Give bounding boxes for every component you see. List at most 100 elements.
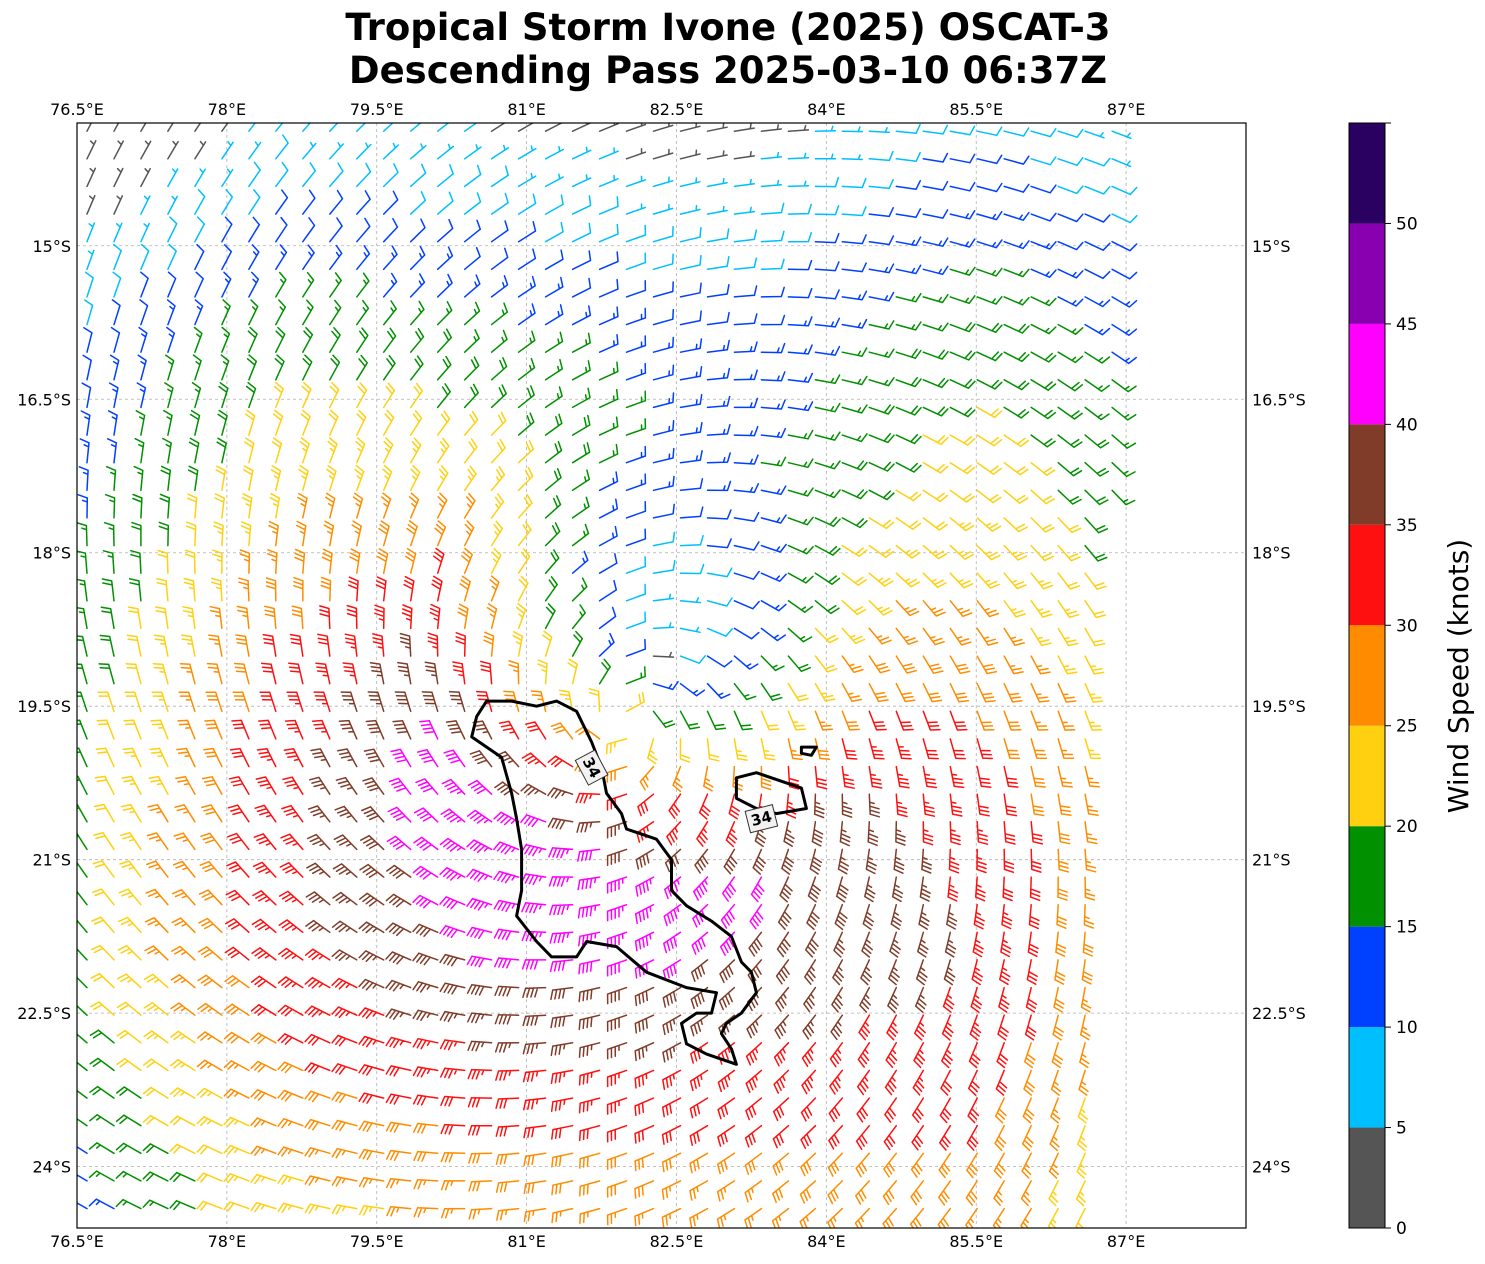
wind-barb [351, 520, 362, 547]
wind-barb [77, 1061, 88, 1072]
wind-barb [382, 354, 396, 381]
wind-barb [841, 177, 867, 189]
wind-barb [1029, 876, 1041, 902]
wind-barb [517, 385, 535, 409]
wind-barb [895, 793, 908, 818]
wind-barb [858, 1014, 871, 1041]
wind-barb [814, 710, 834, 731]
wind-barb [976, 572, 1000, 589]
wind-barb [436, 301, 453, 326]
wind-barb [760, 230, 785, 243]
wind-barb [275, 326, 286, 353]
wind-barb [606, 959, 628, 977]
wind-barb [949, 821, 961, 846]
wind-barb [1077, 1097, 1088, 1124]
wind-barb [223, 1201, 250, 1212]
wind-barb [466, 897, 493, 911]
wind-barb [922, 434, 949, 446]
wind-barb [186, 493, 198, 519]
wind-barb [922, 293, 949, 304]
wind-barb [102, 550, 115, 574]
wind-barb [841, 262, 867, 273]
wind-barb [386, 1206, 412, 1217]
wind-barb [436, 123, 450, 132]
wind-barb [976, 126, 1003, 137]
wind-barb [363, 748, 385, 768]
wind-barb [245, 409, 256, 436]
wind-barb [1057, 489, 1082, 505]
wind-barb [922, 738, 939, 760]
wind-barb [490, 329, 508, 353]
wind-barb [304, 1090, 331, 1103]
wind-barb [246, 354, 258, 381]
wind-barb [1084, 655, 1105, 675]
wind-barb [577, 876, 601, 891]
wind-barb [854, 1207, 871, 1228]
wind-barb [240, 521, 252, 547]
wind-barb [841, 234, 867, 245]
wind-barb [679, 366, 703, 381]
wind-barb [805, 931, 819, 958]
wind-barb [884, 1069, 898, 1096]
wind-barb [733, 655, 759, 670]
colorbar-tick-label: 40 [1396, 415, 1418, 435]
wind-barb [147, 804, 169, 823]
wind-barb [415, 778, 439, 795]
wind-barb [772, 1097, 790, 1122]
wind-barb [490, 520, 504, 547]
wind-barb [327, 437, 338, 464]
wind-barb [77, 522, 88, 547]
wind-barb [122, 747, 142, 768]
wind-barb [949, 710, 968, 731]
wind-barb [830, 1014, 844, 1041]
wind-barb [949, 378, 976, 389]
wind-barb [625, 224, 647, 243]
wind-barb [807, 876, 821, 903]
wind-barb [133, 465, 144, 492]
wind-barb [333, 834, 358, 851]
wind-barb [1084, 379, 1110, 392]
wind-barb [635, 876, 655, 897]
wind-barb [248, 141, 262, 160]
wind-barb [412, 865, 439, 880]
wind-barb [679, 204, 701, 215]
wind-barb [517, 193, 537, 215]
wind-barb [1022, 1097, 1035, 1124]
wind-barb [199, 860, 223, 878]
wind-barb [112, 271, 122, 298]
wind-barb [760, 151, 783, 160]
wind-barb [165, 354, 175, 381]
wind-barb [1030, 461, 1056, 476]
wind-barb [397, 661, 412, 685]
wind-barb [606, 1207, 628, 1226]
wind-barb [466, 809, 493, 824]
wind-barb [760, 514, 787, 524]
wind-barb [184, 549, 196, 574]
wind-barb [895, 348, 922, 359]
wind-barb [716, 1152, 736, 1175]
wind-barb [598, 147, 619, 160]
wind-barb [385, 1065, 412, 1077]
wind-barb [652, 651, 675, 658]
wind-barb [606, 793, 628, 811]
wind-barb [841, 682, 863, 702]
wind-barb [1003, 848, 1015, 874]
wind-barb [868, 627, 892, 645]
wind-barb [360, 834, 385, 851]
wind-barb [358, 978, 385, 991]
wind-barb [311, 719, 331, 740]
wind-barb [302, 141, 317, 160]
wind-barb [571, 174, 592, 188]
wind-barb [814, 402, 841, 413]
wind-barb [163, 409, 173, 436]
wind-barb [468, 1180, 493, 1192]
wind-barb [83, 326, 93, 353]
wind-barb [250, 1004, 277, 1016]
wind-barb [868, 348, 895, 358]
wind-barb [550, 1042, 574, 1057]
wind-barb [605, 738, 628, 755]
wind-barb [841, 544, 868, 557]
wind-barb [949, 350, 976, 361]
wind-barb [167, 271, 177, 298]
wind-barb [689, 1152, 709, 1174]
